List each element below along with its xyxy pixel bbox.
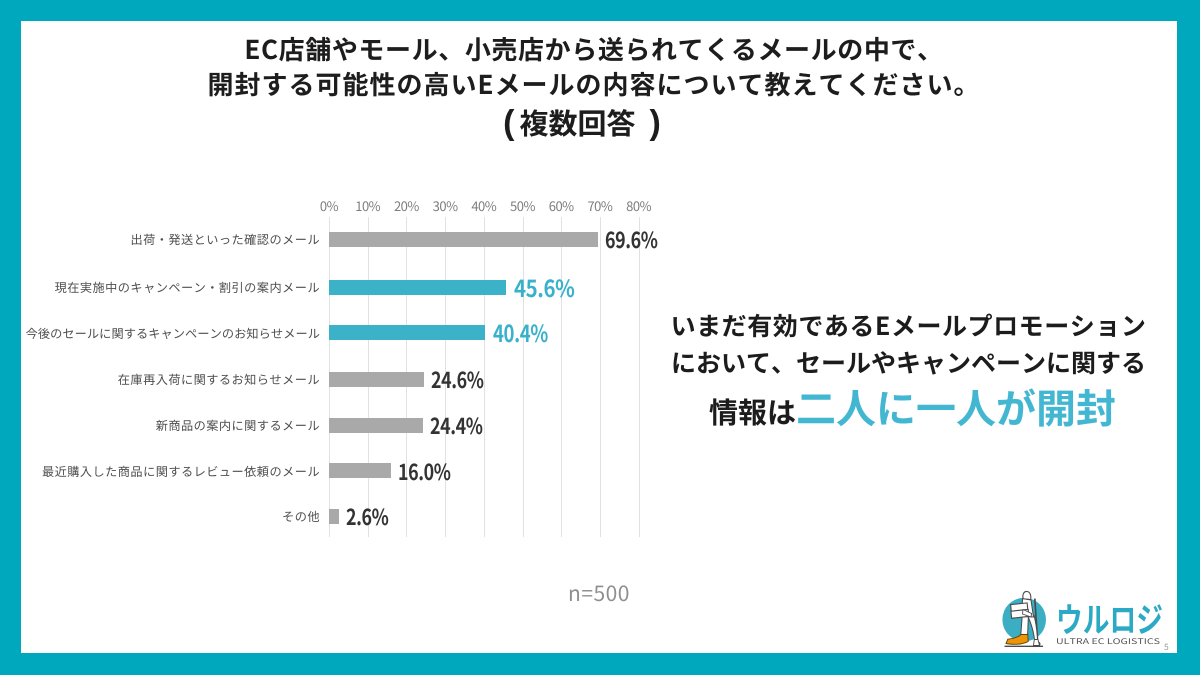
svg-text:ULTRA EC LOGISTICS: ULTRA EC LOGISTICS bbox=[1056, 636, 1160, 647]
svg-text:ウルロジ: ウルロジ bbox=[1056, 593, 1163, 642]
